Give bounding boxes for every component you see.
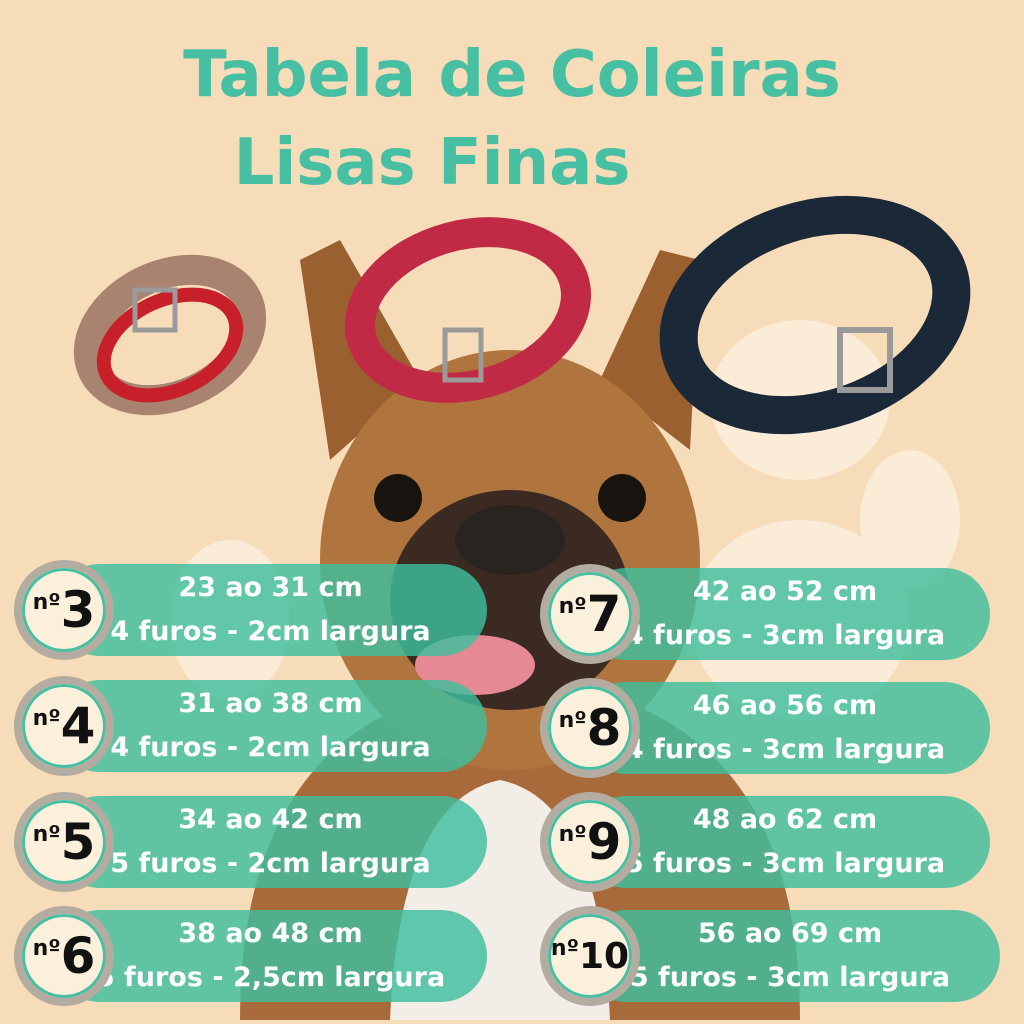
size-row-10: 56 ao 69 cm 5 furos - 3cm largura nº 10 [540, 906, 1000, 1006]
size-badge: nº 10 [540, 906, 640, 1006]
size-details: 5 furos - 3cm largura [629, 962, 951, 993]
size-prefix: nº [32, 821, 61, 847]
size-number: 7 [586, 585, 622, 643]
size-range: 56 ao 69 cm [697, 918, 883, 949]
size-info: 23 ao 31 cm 4 furos - 2cm largura [54, 564, 487, 656]
size-prefix: nº [558, 707, 587, 733]
size-range: 23 ao 31 cm [178, 572, 363, 603]
size-number: 6 [60, 927, 96, 985]
size-range: 48 ao 62 cm [692, 804, 878, 835]
size-badge: nº 6 [14, 906, 114, 1006]
size-range: 31 ao 38 cm [178, 688, 363, 719]
size-row-5: 34 ao 42 cm 5 furos - 2cm largura nº 5 [14, 792, 487, 892]
size-badge: nº 9 [540, 792, 640, 892]
size-info: 38 ao 48 cm 5 furos - 2,5cm largura [54, 910, 487, 1002]
size-prefix: nº [32, 935, 61, 961]
size-badge: nº 7 [540, 564, 640, 664]
size-badge: nº 4 [14, 676, 114, 776]
size-details: 4 furos - 3cm largura [624, 620, 946, 651]
size-info: 34 ao 42 cm 5 furos - 2cm largura [54, 796, 487, 888]
size-badge: nº 8 [540, 678, 640, 778]
size-details: 5 furos - 2,5cm largura [95, 962, 446, 993]
size-info: 56 ao 69 cm 5 furos - 3cm largura [580, 910, 1000, 1002]
size-prefix: nº [558, 593, 587, 619]
size-number: 3 [60, 581, 96, 639]
size-info: 46 ao 56 cm 4 furos - 3cm largura [580, 682, 990, 774]
size-range: 38 ao 48 cm [178, 918, 363, 949]
size-prefix: nº [32, 589, 61, 615]
size-number: 5 [60, 813, 96, 871]
size-badge: nº 3 [14, 560, 114, 660]
size-details: 4 furos - 2cm largura [110, 732, 431, 763]
size-prefix: nº [32, 705, 61, 731]
page-title-line1: Tabela de Coleiras [183, 38, 841, 112]
size-prefix: nº [550, 935, 579, 961]
size-info: 48 ao 62 cm 5 furos - 3cm largura [580, 796, 990, 888]
collar-large-navy [659, 195, 971, 435]
size-info: 42 ao 52 cm 4 furos - 3cm largura [580, 568, 990, 660]
collar-small-brown [73, 254, 267, 416]
size-number: 8 [586, 699, 622, 757]
size-row-8: 46 ao 56 cm 4 furos - 3cm largura nº 8 [540, 678, 990, 778]
size-row-9: 48 ao 62 cm 5 furos - 3cm largura nº 9 [540, 792, 990, 892]
size-details: 4 furos - 3cm largura [624, 734, 946, 765]
size-details: 5 furos - 2cm largura [110, 848, 431, 879]
size-row-4: 31 ao 38 cm 4 furos - 2cm largura nº 4 [14, 676, 487, 776]
size-info: 31 ao 38 cm 4 furos - 2cm largura [54, 680, 487, 772]
size-details: 4 furos - 2cm largura [110, 616, 431, 647]
page-title-line2: Lisas Finas [233, 126, 631, 200]
size-badge: nº 5 [14, 792, 114, 892]
size-row-6: 38 ao 48 cm 5 furos - 2,5cm largura nº 6 [14, 906, 487, 1006]
size-prefix: nº [558, 821, 587, 847]
size-details: 5 furos - 3cm largura [624, 848, 946, 879]
size-number: 10 [578, 935, 630, 977]
size-number: 9 [586, 813, 622, 871]
size-number: 4 [60, 697, 96, 755]
size-row-7: 42 ao 52 cm 4 furos - 3cm largura nº 7 [540, 564, 990, 664]
size-range: 42 ao 52 cm [692, 576, 878, 607]
collar-medium-red [344, 217, 592, 403]
size-range: 46 ao 56 cm [692, 690, 878, 721]
size-row-3: 23 ao 31 cm 4 furos - 2cm largura nº 3 [14, 560, 487, 660]
size-range: 34 ao 42 cm [178, 804, 363, 835]
